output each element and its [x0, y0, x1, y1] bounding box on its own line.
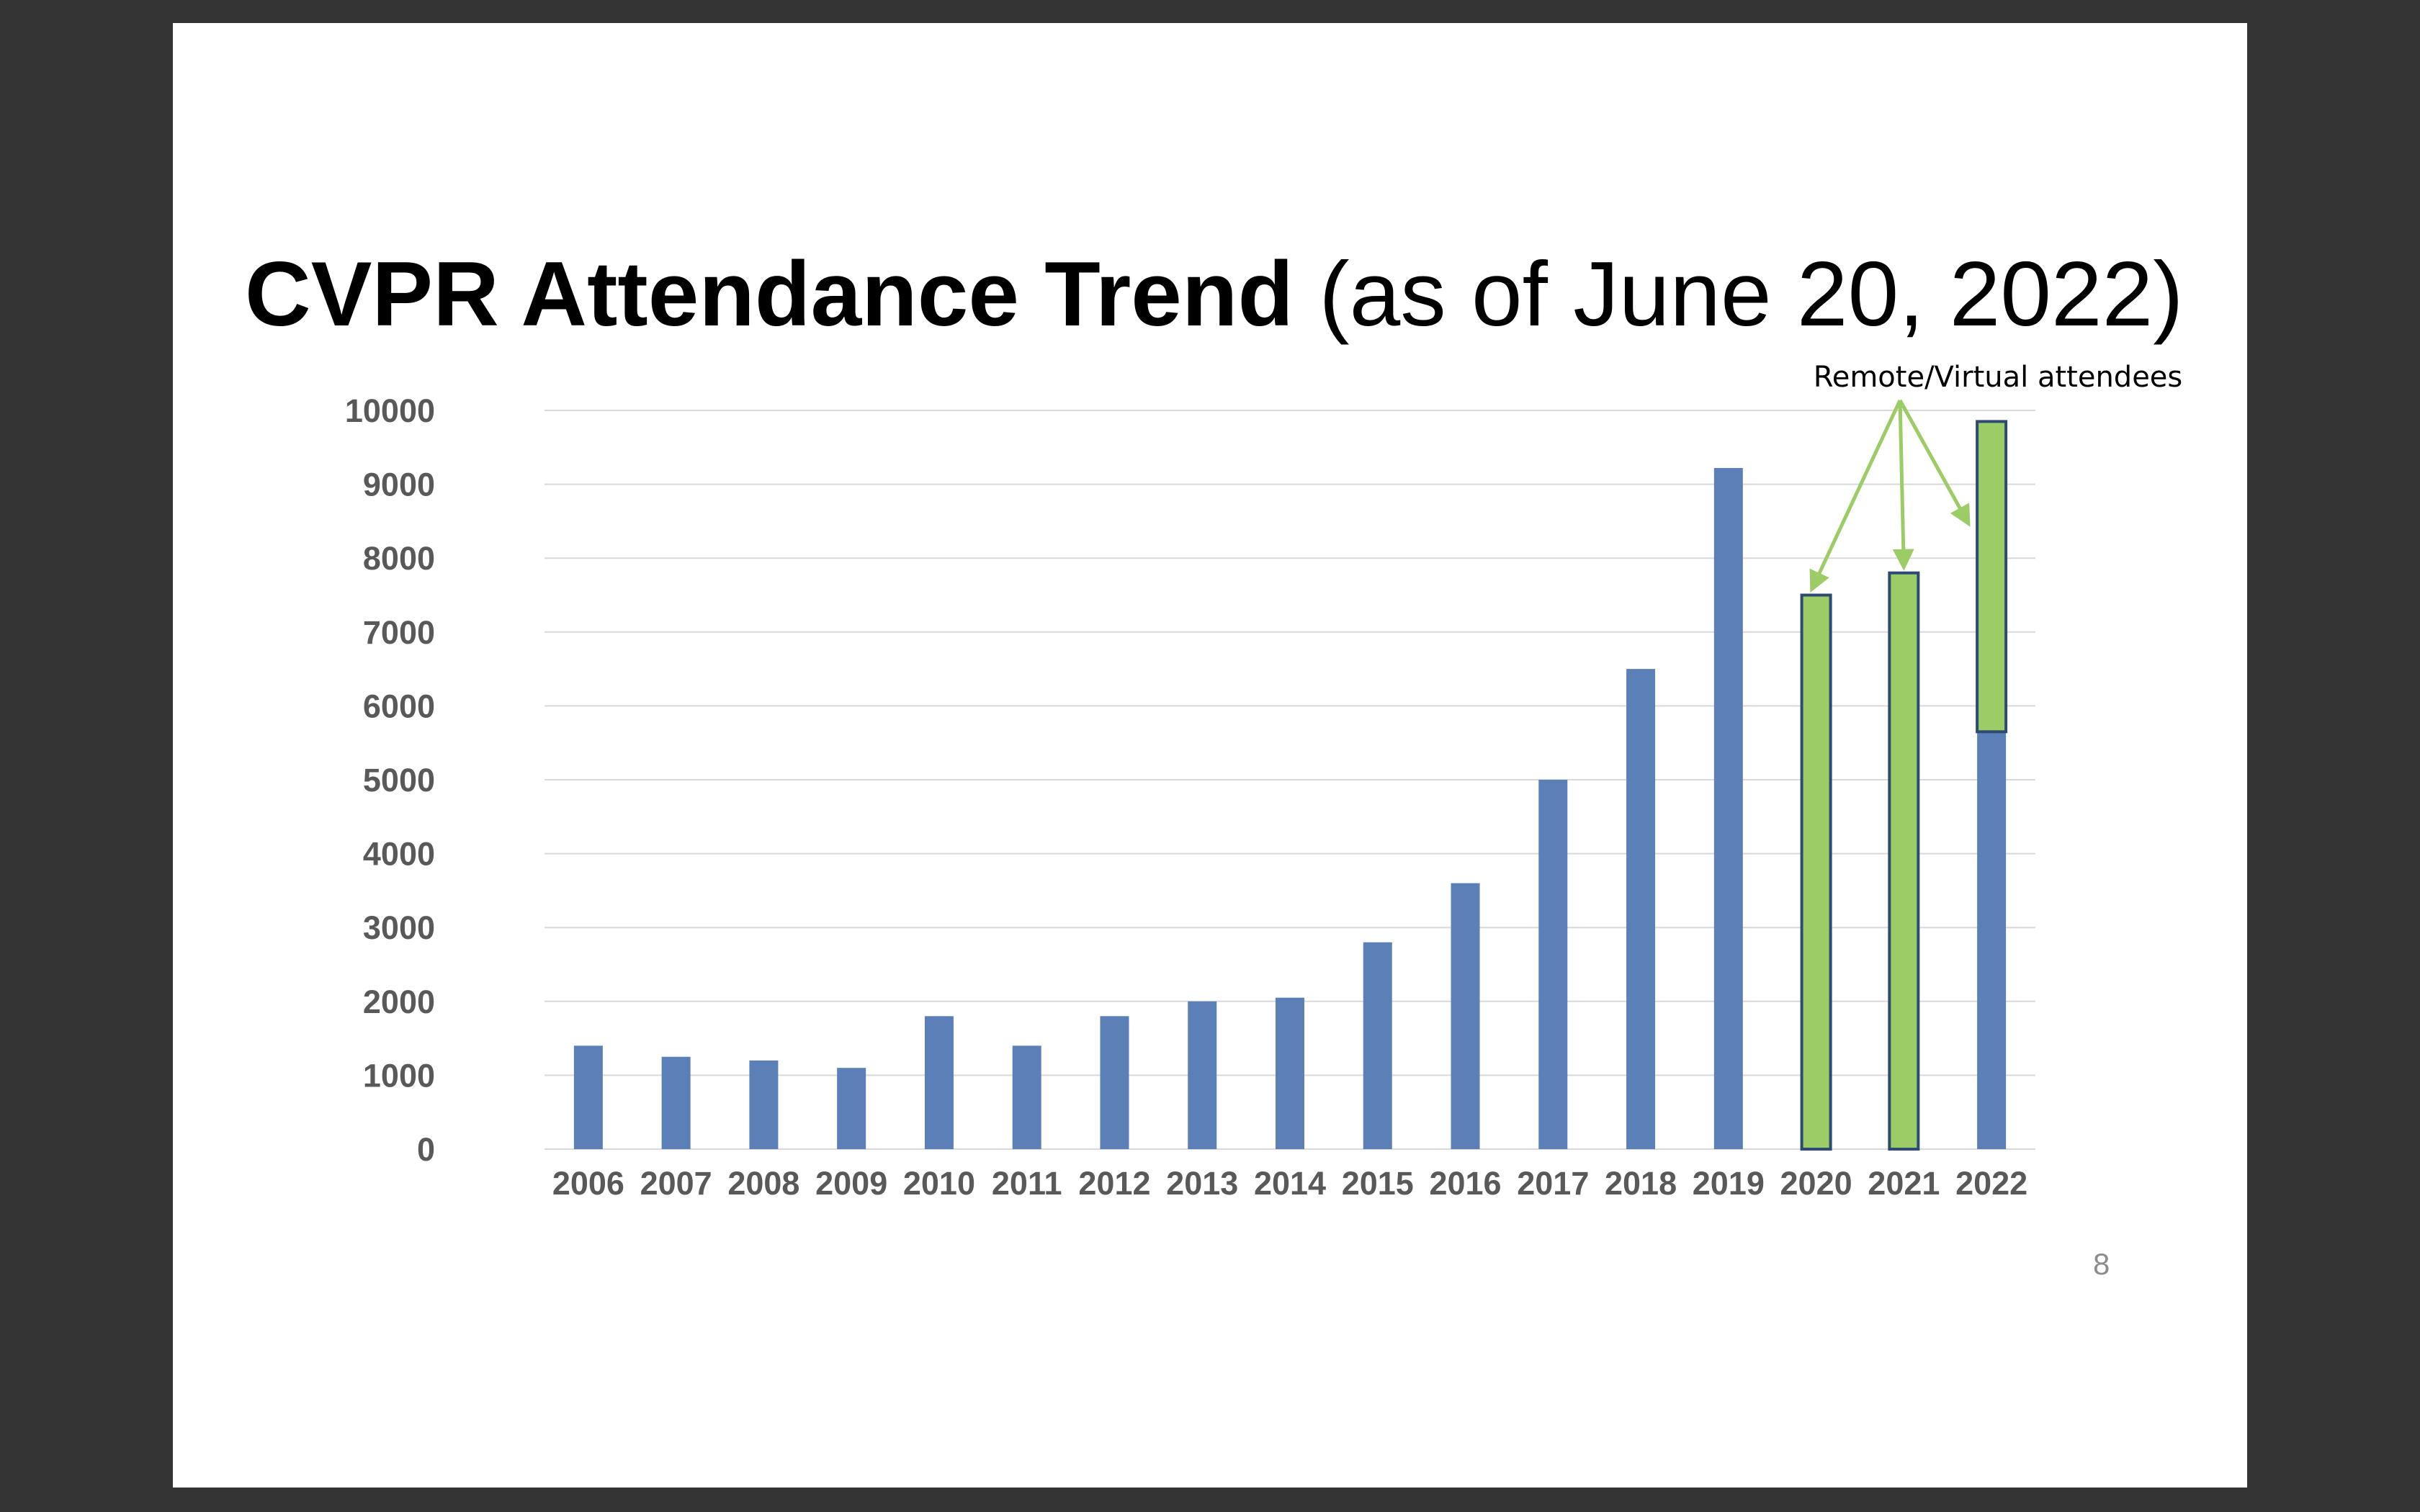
bar-in-person-2012 [1100, 1016, 1129, 1149]
gridlines [544, 410, 2035, 1150]
y-tick-label-8000: 8000 [363, 540, 435, 577]
bar-in-person-2008 [749, 1060, 779, 1149]
bar-in-person-2014 [1276, 997, 1304, 1149]
y-tick-label-5000: 5000 [363, 762, 435, 798]
remote-annotation-label: Remote/Virtual attendees [1814, 361, 2183, 394]
bar-remote-2021 [1888, 571, 1920, 1151]
y-axis-tick-labels: 0 1000 2000 3000 4000 5000 6000 7000 8000 9000 100… [345, 392, 435, 1168]
bar-in-person-2015 [1363, 942, 1392, 1149]
x-axis-category-labels: 2006 2007 2008 2009 2010 2011 2012 2013 2014 2015… [552, 1165, 2027, 1202]
title-subtitle: (as of June 20, 2022) [1319, 243, 2184, 345]
slide-title: CVPR Attendance Trend (as of June 20, 20… [245, 239, 2184, 348]
x-tick-label-2016: 2016 [1429, 1165, 1501, 1202]
bar-in-person-2022 [1977, 732, 2007, 1149]
y-tick-label-1000: 1000 [363, 1057, 435, 1094]
x-tick-label-2009: 2009 [815, 1165, 887, 1202]
annotation-arrow-2020 [1809, 399, 1902, 593]
bar-in-person-2006 [573, 1045, 603, 1149]
x-tick-label-2012: 2012 [1078, 1165, 1150, 1202]
bar-in-person-2011 [1012, 1045, 1041, 1149]
remote-annotation: Remote/Virtual attendees [1809, 361, 2183, 593]
x-tick-label-2019: 2019 [1693, 1165, 1765, 1202]
y-tick-label-6000: 6000 [363, 688, 435, 724]
x-tick-label-2017: 2017 [1517, 1165, 1589, 1202]
x-tick-label-2011: 2011 [992, 1165, 1062, 1202]
y-tick-label-3000: 3000 [363, 909, 435, 946]
bars [573, 420, 2008, 1151]
slide: CVPR Attendance Trend (as of June 20, 20… [173, 23, 2247, 1488]
x-tick-label-2020: 2020 [1780, 1165, 1852, 1202]
x-tick-label-2018: 2018 [1605, 1165, 1677, 1202]
x-tick-label-2015: 2015 [1342, 1165, 1414, 1202]
x-tick-label-2007: 2007 [640, 1165, 712, 1202]
x-tick-label-2022: 2022 [1955, 1165, 2027, 1202]
x-tick-label-2006: 2006 [552, 1165, 624, 1202]
bar-in-person-2007 [661, 1056, 691, 1149]
x-tick-label-2013: 2013 [1166, 1165, 1238, 1202]
annotation-arrow-2021 [1892, 400, 1914, 571]
y-tick-label-9000: 9000 [363, 467, 435, 503]
bar-remote-2022 [1976, 420, 2008, 734]
y-tick-label-0: 0 [417, 1131, 435, 1168]
annotation-arrow-2022 [1898, 399, 1971, 527]
title-main: CVPR Attendance Trend [245, 243, 1294, 345]
bar-in-person-2009 [837, 1068, 866, 1149]
x-tick-label-2008: 2008 [727, 1165, 799, 1202]
x-tick-label-2014: 2014 [1254, 1165, 1326, 1202]
bar-in-person-2018 [1626, 669, 1656, 1149]
x-tick-label-2010: 2010 [903, 1165, 975, 1202]
bar-in-person-2019 [1713, 468, 1743, 1149]
page-number: 8 [2093, 1247, 2110, 1281]
bar-in-person-2010 [924, 1016, 954, 1149]
y-tick-label-4000: 4000 [363, 836, 435, 873]
bar-in-person-2016 [1451, 883, 1480, 1149]
y-tick-label-2000: 2000 [363, 984, 435, 1020]
y-tick-label-7000: 7000 [363, 614, 435, 651]
bar-remote-2020 [1800, 593, 1832, 1151]
bar-in-person-2017 [1538, 780, 1568, 1149]
x-tick-label-2021: 2021 [1868, 1165, 1940, 1202]
y-tick-label-10000: 10000 [345, 392, 435, 429]
bar-in-person-2013 [1188, 1001, 1217, 1149]
attendance-bar-chart: 0 1000 2000 3000 4000 5000 6000 7000 8000 9000 100… [345, 361, 2183, 1202]
